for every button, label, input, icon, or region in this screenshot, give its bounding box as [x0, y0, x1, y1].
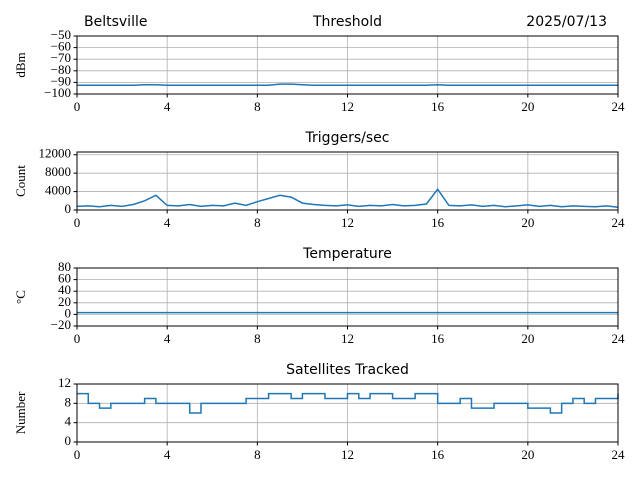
- y-tick-label: 20: [58, 294, 71, 309]
- data-line: [77, 83, 618, 87]
- y-tick-label: 80: [58, 259, 71, 274]
- x-tick-label: 4: [164, 99, 171, 114]
- y-tick-label: 0: [65, 201, 72, 216]
- y-tick-label: 12000: [39, 146, 72, 161]
- y-tick-label: −100: [44, 85, 71, 100]
- data-line: [77, 392, 619, 414]
- x-tick-label: 12: [341, 215, 354, 230]
- x-tick-label: 8: [254, 215, 261, 230]
- x-tick-label: 24: [612, 99, 626, 114]
- x-tick-label: 20: [521, 215, 534, 230]
- x-tick-label: 4: [164, 215, 171, 230]
- y-tick-label: 12: [58, 375, 71, 390]
- location: Beltsville: [84, 14, 147, 30]
- x-tick-label: 20: [521, 447, 534, 462]
- y-tick-label: −70: [51, 50, 71, 65]
- x-tick-label: 0: [74, 215, 81, 230]
- y-tick-label: −20: [51, 317, 71, 332]
- x-tick-label: 24: [612, 215, 626, 230]
- y-axis-label: dBm: [13, 52, 28, 77]
- y-axis-label: °C: [13, 290, 28, 304]
- y-tick-label: 4: [65, 414, 72, 429]
- x-tick-label: 20: [521, 99, 534, 114]
- y-axis-label: Count: [13, 165, 28, 197]
- y-axis-label: Number: [13, 391, 28, 434]
- y-tick-label: 60: [58, 271, 71, 286]
- x-tick-label: 0: [74, 447, 81, 462]
- y-tick-label: −90: [51, 73, 71, 88]
- x-tick-label: 12: [341, 447, 354, 462]
- y-tick-label: −50: [51, 27, 71, 42]
- x-tick-label: 0: [74, 331, 81, 346]
- x-tick-label: 20: [521, 331, 534, 346]
- x-tick-label: 8: [254, 331, 261, 346]
- x-tick-label: 4: [164, 447, 171, 462]
- axes-frame: [76, 151, 619, 211]
- y-tick-label: 8000: [45, 164, 71, 179]
- date: 2025/07/13: [526, 14, 607, 30]
- y-tick-label: −80: [51, 62, 71, 77]
- panel-title: Temperature: [302, 246, 392, 262]
- x-tick-label: 16: [431, 331, 445, 346]
- x-tick-label: 8: [254, 99, 261, 114]
- x-tick-label: 12: [341, 99, 354, 114]
- panel-title: Threshold: [312, 14, 382, 30]
- x-tick-label: 24: [612, 447, 626, 462]
- axes-frame: [76, 267, 619, 327]
- axes-frame: [76, 383, 619, 443]
- y-tick-label: 0: [65, 305, 72, 320]
- y-tick-label: 8: [65, 394, 72, 409]
- x-tick-label: 8: [254, 447, 261, 462]
- y-tick-label: 40: [58, 282, 71, 297]
- y-tick-label: 4000: [45, 183, 71, 198]
- y-tick-label: −60: [51, 39, 71, 54]
- x-tick-label: 4: [164, 331, 171, 346]
- x-tick-label: 16: [431, 447, 445, 462]
- axes-frame: [76, 35, 619, 95]
- panel-title: Satellites Tracked: [286, 362, 409, 378]
- x-tick-label: 24: [612, 331, 626, 346]
- x-tick-label: 16: [431, 99, 445, 114]
- data-line: [76, 188, 619, 208]
- x-tick-label: 12: [341, 331, 354, 346]
- panel-title: Triggers/sec: [305, 130, 390, 146]
- x-tick-label: 16: [431, 215, 445, 230]
- x-tick-label: 0: [74, 99, 81, 114]
- y-tick-label: 0: [65, 433, 72, 448]
